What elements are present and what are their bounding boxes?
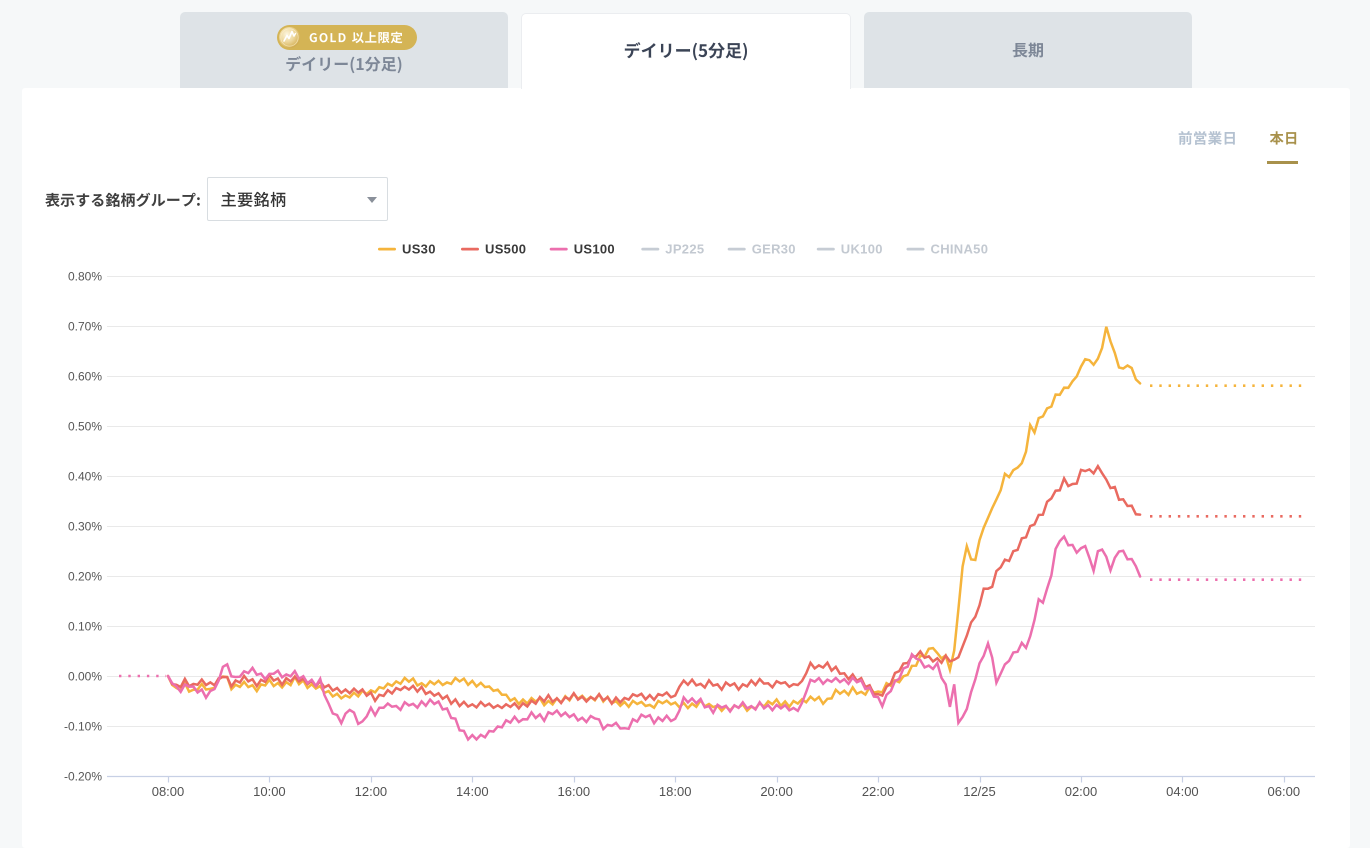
svg-text:0.30%: 0.30% [68,520,102,534]
svg-text:US500: US500 [485,242,526,257]
svg-text:18:00: 18:00 [659,784,692,799]
svg-text:0.80%: 0.80% [68,270,102,284]
svg-text:JP225: JP225 [665,242,704,257]
svg-text:14:00: 14:00 [456,784,489,799]
svg-text:0.10%: 0.10% [68,620,102,634]
svg-text:US30: US30 [402,242,436,257]
svg-text:20:00: 20:00 [760,784,793,799]
svg-text:0.50%: 0.50% [68,420,102,434]
svg-text:UK100: UK100 [841,242,883,257]
svg-text:08:00: 08:00 [152,784,185,799]
svg-text:0.70%: 0.70% [68,320,102,334]
svg-text:10:00: 10:00 [253,784,286,799]
svg-text:16:00: 16:00 [558,784,591,799]
svg-text:0.00%: 0.00% [68,670,102,684]
svg-text:0.20%: 0.20% [68,570,102,584]
svg-text:US100: US100 [574,242,615,257]
svg-text:04:00: 04:00 [1166,784,1199,799]
svg-text:0.40%: 0.40% [68,470,102,484]
svg-text:22:00: 22:00 [862,784,895,799]
svg-text:12:00: 12:00 [355,784,388,799]
svg-text:-0.20%: -0.20% [64,770,102,784]
svg-text:06:00: 06:00 [1268,784,1301,799]
svg-text:-0.10%: -0.10% [64,720,102,734]
svg-text:0.60%: 0.60% [68,370,102,384]
svg-text:CHINA50: CHINA50 [931,242,989,257]
svg-text:12/25: 12/25 [963,784,996,799]
svg-text:02:00: 02:00 [1065,784,1098,799]
svg-text:GER30: GER30 [752,242,796,257]
